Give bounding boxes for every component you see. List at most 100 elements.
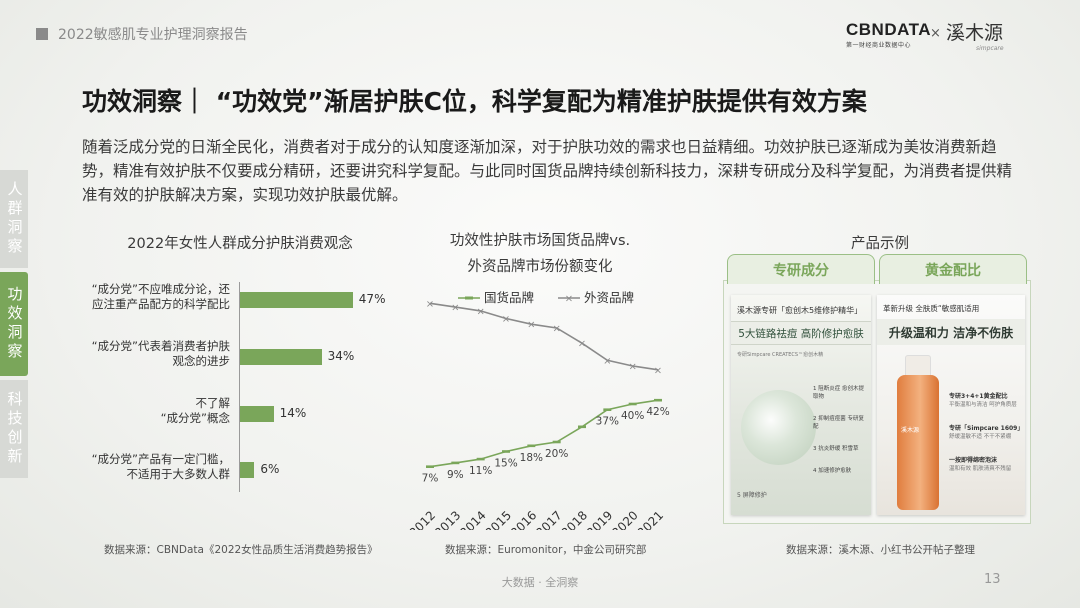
- cleanser-feature-list: 专研3+4+1黄金配比 平衡温和与清洁 呵护角质层 专研「Simpcare 16…: [949, 393, 1023, 489]
- bar-category-label-line: “成分党”不应唯成分论，还: [91, 282, 230, 296]
- legend-label: 国货品牌: [484, 290, 534, 305]
- serum-feature: 4 加速修护愈肤: [813, 468, 852, 474]
- legend-label: 外资品牌: [584, 290, 634, 305]
- side-tab-label: 功效洞察: [5, 286, 24, 362]
- data-point: ×: [451, 303, 459, 314]
- cleanser-card-headline: 升级温和力 洁净不伤肤: [877, 319, 1025, 345]
- bar-category-label: “成分党”产品有一定门槛， 不适用于大多数人群: [50, 452, 230, 482]
- line-chart-title: 功效性护肤市场国货品牌vs. 外资品牌市场份额变化: [410, 228, 670, 280]
- side-tab-label: 人群洞察: [5, 181, 24, 257]
- brand-logo-subtext: simpcare: [976, 45, 1004, 52]
- data-label: 15%: [494, 458, 517, 470]
- bar-category-label-line: “成分党”代表着消费者护肤: [91, 339, 230, 353]
- cleanser-feature: 专研「Simpcare 1609」 舒缓温敏不适 不干不紧绷: [949, 425, 1023, 441]
- line-chart-title-line: 外资品牌市场份额变化: [467, 259, 613, 275]
- data-label: 9%: [447, 469, 464, 481]
- data-point: ×: [603, 356, 611, 367]
- bar-category-label-line: 不了解: [195, 396, 231, 410]
- bar-category-label: “成分党”不应唯成分论，还 应注重产品配方的科学配比: [50, 282, 230, 312]
- cleanser-feature-sub: 温和有效 肌肤清爽不残留: [949, 466, 1012, 472]
- bar-chart-title: 2022年女性人群成分护肤消费观念: [127, 236, 353, 252]
- cleanser-feature-sub: 舒缓温敏不适 不干不紧绷: [949, 434, 1012, 440]
- data-label: 37%: [596, 416, 619, 428]
- brand-logo-text: 溪木源: [946, 22, 1004, 44]
- bar: [240, 406, 274, 422]
- bar-row: 不了解 “成分党”概念 14%: [50, 394, 410, 436]
- data-point: ×: [476, 306, 484, 317]
- cleanser-feature-title: 一按即得绵密泡沫: [949, 457, 998, 464]
- bar-category-label-line: “成分党”概念: [160, 411, 230, 425]
- cbndata-logo-text: CBNDATA: [846, 20, 932, 39]
- cleanser-card-heading: 革新升级 全肤质“敏感肌适用: [883, 304, 980, 313]
- cbndata-logo: CBNDATA 第一财经商业数据中心: [846, 20, 932, 49]
- side-tab-crowd[interactable]: 人群洞察: [0, 170, 28, 268]
- line-chart-title-line: 功效性护肤市场国货品牌vs.: [449, 233, 631, 249]
- bar-value-label: 34%: [327, 349, 355, 363]
- source-note-middle: 数据来源：Euromonitor，中金公司研究部: [445, 544, 647, 556]
- product-tab-ingredient: 专研成分: [727, 254, 875, 284]
- side-tab-label: 科技创新: [5, 391, 24, 467]
- product-card-cleanser: 革新升级 全肤质“敏感肌适用 升级温和力 洁净不伤肤 溪木源 专研3+4+1黄金…: [877, 295, 1025, 515]
- bar-row: “成分党”不应唯成分论，还 应注重产品配方的科学配比 47%: [50, 280, 410, 322]
- data-label: 40%: [621, 410, 644, 422]
- report-title: 2022敏感肌专业护理洞察报告: [58, 27, 248, 43]
- bar-category-label: 不了解 “成分党”概念: [50, 396, 230, 426]
- bar: [240, 292, 353, 308]
- bar-row: “成分党”产品有一定门槛， 不适用于大多数人群 6%: [50, 450, 410, 492]
- product-panel-title: 产品示例: [851, 236, 909, 252]
- serum-feature: 1 阻断炎症 愈创木提取物: [813, 386, 864, 400]
- page-title: 功效洞察｜ “功效党”渐居护肤C位，科学复配为精准护肤提供有效方案: [82, 87, 867, 116]
- cleanser-feature: 一按即得绵密泡沫 温和有效 肌肤清爽不残留: [949, 457, 1023, 473]
- legend-marker: ×: [565, 294, 573, 305]
- source-note-right: 数据来源：溪木源、小红书公开帖子整理: [786, 544, 975, 556]
- footer-tagline: 大数据 · 全洞察: [501, 576, 579, 589]
- serum-feature-list: 1 阻断炎症 愈创木提取物 2 抑制痘痘菌 专研复配 3 抗炎舒缓 积雪草 4 …: [813, 385, 869, 489]
- serum-droplet-image: [741, 390, 816, 465]
- cbndata-logo-subtext: 第一财经商业数据中心: [846, 42, 912, 49]
- data-label: 18%: [520, 452, 543, 464]
- bar-category-label: “成分党”代表着消费者护肤 观念的进步: [50, 339, 230, 369]
- intro-paragraph: 随着泛成分党的日渐全民化，消费者对于成分的认知度逐渐加深，对于护肤功效的需求也日…: [82, 138, 1013, 204]
- data-point: ×: [654, 365, 662, 376]
- bar-value-label: 14%: [279, 406, 307, 420]
- bar-value-label: 6%: [260, 462, 280, 476]
- data-label: 42%: [646, 406, 669, 418]
- side-tab-efficacy[interactable]: 功效洞察: [0, 272, 28, 376]
- serum-card-headline: 5大链路祛痘 高阶修护愈肤: [731, 321, 871, 345]
- report-mark: [36, 28, 48, 40]
- bar-value-label: 47%: [358, 292, 386, 306]
- cleanser-feature: 专研3+4+1黄金配比 平衡温和与清洁 呵护角质层: [949, 393, 1023, 409]
- page-number: 13: [984, 572, 1001, 587]
- data-label: 20%: [545, 448, 568, 460]
- x-tick-label: 2012: [407, 508, 438, 530]
- bar-chart-axis: [239, 282, 240, 492]
- data-label: 11%: [469, 465, 492, 477]
- brand-logo: 溪木源 simpcare: [946, 18, 1016, 52]
- side-tab-tech[interactable]: 科技创新: [0, 380, 28, 478]
- source-note-left: 数据来源：CBNData《2022女性品质生活消费趋势报告》: [104, 544, 378, 556]
- serum-card-subtext: 专研Simpcare CREATECS™愈创木精: [737, 352, 824, 358]
- cleanser-pump-image: [905, 355, 931, 377]
- serum-card-heading: 溪木源专研「愈创木5维修护精华」: [737, 306, 863, 315]
- series-line: [429, 399, 659, 468]
- cleanser-feature-title: 专研3+4+1黄金配比: [949, 393, 1008, 400]
- data-point: ×: [527, 320, 535, 331]
- product-card-serum: 溪木源专研「愈创木5维修护精华」 5大链路祛痘 高阶修护愈肤 专研Simpcar…: [731, 295, 871, 515]
- bar-category-label-line: “成分党”产品有一定门槛，: [91, 452, 230, 466]
- serum-card-footer: 5 屏障修护: [737, 492, 767, 499]
- cleanser-bottle-label: 溪木源: [901, 427, 920, 434]
- bar-row: “成分党”代表着消费者护肤 观念的进步 34%: [50, 337, 410, 379]
- logo-separator: ×: [930, 26, 941, 41]
- data-point: ×: [628, 362, 636, 373]
- data-point: ×: [578, 339, 586, 350]
- cleanser-bottle-image: [897, 375, 939, 510]
- data-label: 7%: [422, 473, 439, 485]
- data-point: ×: [552, 324, 560, 335]
- series-line: [429, 302, 659, 371]
- cleanser-feature-sub: 平衡温和与清洁 呵护角质层: [949, 402, 1017, 408]
- bar-category-label-line: 应注重产品配方的科学配比: [92, 297, 230, 311]
- serum-feature: 2 抑制痘痘菌 专研复配: [813, 416, 864, 430]
- data-point: ×: [426, 299, 434, 310]
